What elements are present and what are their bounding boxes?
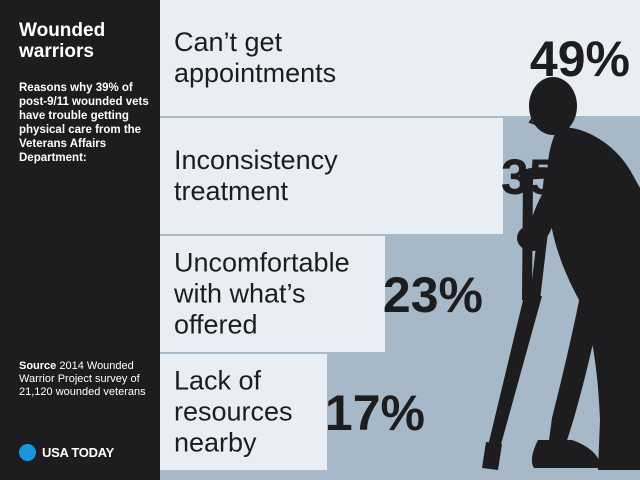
source-label: Source bbox=[19, 360, 57, 372]
value-label-1: 49% bbox=[530, 31, 630, 87]
bar-2 bbox=[160, 118, 503, 234]
bar-label-3: Uncomfortable with what’s offered bbox=[173, 248, 350, 340]
value-label-3: 23% bbox=[383, 267, 483, 323]
chart-panel: Can’t get appointments 49% Inconsistency tre… bbox=[160, 0, 640, 480]
bar-3 bbox=[160, 236, 385, 352]
sidebar: Wounded warriors Reasons why 39% of post… bbox=[0, 0, 160, 480]
brand-name: USA TODAY bbox=[42, 444, 114, 460]
wounded-veteran-on-crutch-silhouette-icon bbox=[482, 77, 640, 470]
source-text: 2014 Wounded Warrior Project survey of 2… bbox=[19, 360, 146, 398]
brand-logo: USA TODAY bbox=[19, 442, 114, 462]
bar-label-2: Inconsistency treatment bbox=[174, 145, 338, 206]
bars-group: Can’t get appointments 49% Inconsistency tre… bbox=[160, 0, 640, 470]
bar-label-4: Lack of resources nearby bbox=[174, 366, 293, 458]
brand-dot-icon bbox=[19, 443, 36, 461]
bar-chart: Can’t get appointments 49% Inconsistency tre… bbox=[160, 0, 640, 470]
value-label-4: 17% bbox=[325, 385, 425, 441]
bar-label-1: Can’t get appointments bbox=[174, 27, 336, 88]
headline: Wounded warriors bbox=[19, 20, 106, 62]
bar-4 bbox=[160, 354, 327, 470]
subhead: Reasons why 39% of post-9/11 wounded vet… bbox=[19, 82, 149, 164]
source-note: Source 2014 Wounded Warrior Project surv… bbox=[19, 360, 149, 399]
